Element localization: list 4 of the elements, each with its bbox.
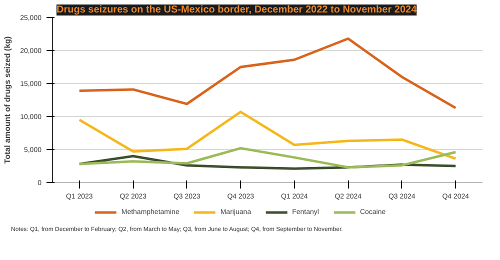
line-series [78,146,457,169]
y-axis-title: Total amount of drugs seized (kg) [3,36,12,164]
line-series [78,37,457,110]
line-series [78,110,457,160]
